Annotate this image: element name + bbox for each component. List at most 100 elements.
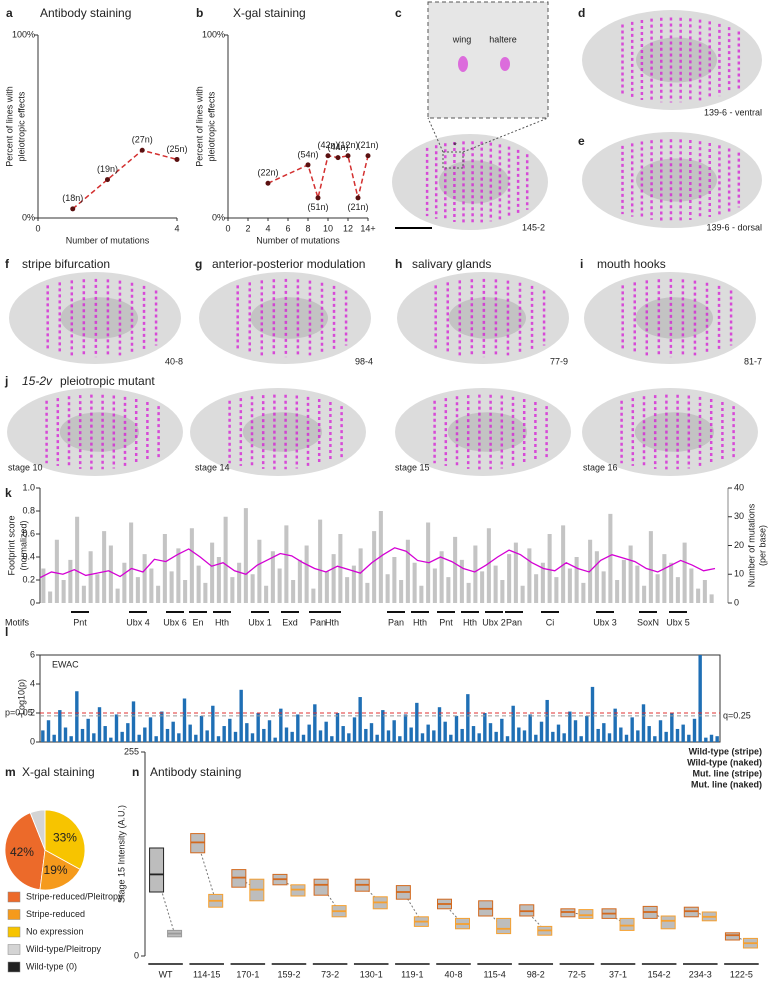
- bar: [341, 726, 345, 742]
- x-tick-label: 73-2: [321, 969, 339, 979]
- reference-label: p=0.05: [5, 707, 33, 717]
- legend-label: Wild-type/Pleitropy: [26, 944, 102, 954]
- bar: [189, 528, 194, 603]
- panel-letter: l: [5, 625, 8, 639]
- embryo-yolk: [634, 412, 715, 452]
- pie-slice: [4, 812, 46, 891]
- legend-label: Stripe-reduced: [26, 909, 85, 919]
- y-tick-label: 0: [734, 597, 739, 607]
- panel-letter: c: [395, 6, 402, 20]
- box: [724, 932, 740, 941]
- x-tick-label: 10: [323, 223, 333, 233]
- bar: [551, 731, 555, 742]
- bar: [579, 736, 583, 742]
- bar: [556, 724, 561, 742]
- bar: [443, 721, 447, 742]
- point-annotation: (51n): [307, 202, 328, 212]
- bar: [210, 542, 215, 603]
- bar: [177, 733, 181, 742]
- zoom-line: [462, 117, 549, 153]
- y-tick-label: 20: [734, 540, 744, 550]
- plot-frame: [39, 654, 721, 743]
- bar: [135, 577, 140, 603]
- bar: [154, 736, 158, 742]
- data-point: [365, 153, 371, 159]
- bar: [52, 734, 56, 742]
- point-annotation: (42n): [317, 140, 338, 150]
- legend-label: Wild-type (stripe): [689, 746, 762, 756]
- bar: [585, 715, 589, 742]
- data-point: [105, 177, 110, 183]
- wing-disc: [458, 56, 468, 72]
- bar: [581, 582, 586, 603]
- point-annotation: (21n): [347, 202, 368, 212]
- bar: [345, 577, 350, 603]
- x-tick-label: 170-1: [236, 969, 259, 979]
- reference-label: q=0.25: [723, 710, 751, 720]
- panel-title-italic: 15-2v: [22, 374, 53, 388]
- x-tick-label: 0: [35, 223, 40, 233]
- x-tick-label: WT: [159, 969, 173, 979]
- y-tick-label: 0%: [22, 212, 35, 222]
- y-tick-label: 30: [734, 511, 744, 521]
- bar: [264, 585, 269, 603]
- y-tick-label: 0.6: [22, 528, 35, 538]
- bar: [296, 714, 300, 742]
- motif-label: Pnt: [73, 617, 87, 627]
- bar: [715, 736, 719, 742]
- pie-slice: [44, 809, 86, 870]
- legend-swatch: [7, 926, 21, 938]
- slice-label: 42%: [10, 845, 34, 859]
- bar: [243, 508, 248, 603]
- bar: [304, 545, 309, 603]
- legend-label: Mut. line (stripe): [693, 768, 763, 778]
- marker: *: [453, 140, 457, 150]
- legend-swatch: [7, 961, 21, 973]
- embryo-yolk: [447, 412, 527, 452]
- motif-label: Ubx 3: [593, 617, 617, 627]
- box: [660, 915, 676, 930]
- bar: [211, 705, 215, 742]
- box: [149, 847, 165, 893]
- bar: [358, 697, 362, 742]
- bar: [301, 734, 306, 742]
- bar: [500, 718, 504, 742]
- bar: [75, 691, 79, 742]
- bar: [419, 585, 424, 603]
- bar: [273, 737, 277, 742]
- point-annotation: (25n): [166, 144, 187, 154]
- x-tick-label: 114-15: [193, 969, 220, 979]
- point-annotation: (27n): [132, 135, 153, 145]
- inset-label: wing: [452, 34, 472, 44]
- bar: [297, 559, 302, 603]
- bar: [432, 730, 436, 742]
- bar: [675, 577, 680, 603]
- bar: [471, 726, 476, 742]
- bar: [426, 724, 430, 742]
- point-annotation: (54n): [297, 149, 318, 159]
- caption: 139-6 - dorsal: [706, 222, 762, 232]
- motif-label: Pnt: [439, 617, 453, 627]
- caption: stage 16: [583, 462, 618, 472]
- bar: [517, 727, 521, 742]
- panel-letter: g: [195, 257, 202, 271]
- bar: [115, 588, 120, 603]
- panel-letter: m: [5, 765, 16, 779]
- y-tick-label: 0.4: [22, 551, 35, 561]
- x-tick-label: 115-4: [483, 969, 505, 979]
- caption: stage 10: [8, 462, 43, 472]
- bar: [608, 513, 613, 603]
- bar: [647, 726, 651, 742]
- bar: [284, 727, 289, 742]
- bar: [540, 562, 545, 603]
- bar: [420, 733, 425, 742]
- legend-swatch: [7, 891, 21, 903]
- bar: [709, 594, 714, 603]
- bar: [239, 689, 243, 742]
- bar: [41, 730, 45, 742]
- bar: [403, 714, 408, 742]
- bar: [493, 565, 498, 603]
- bar: [95, 574, 100, 603]
- y-tick-label: 1.0: [22, 482, 35, 492]
- y-tick-label: 0.8: [22, 505, 35, 515]
